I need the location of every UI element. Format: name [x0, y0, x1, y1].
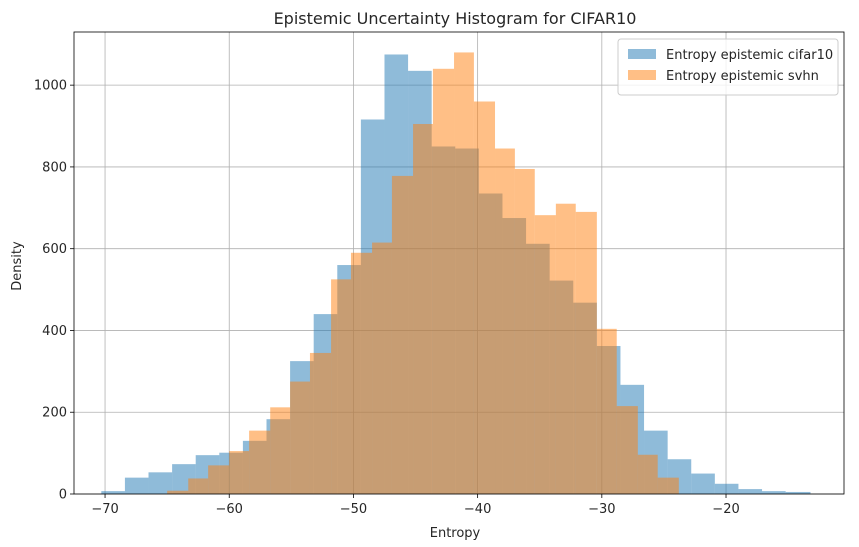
histogram-bar [637, 454, 658, 494]
chart-title: Epistemic Uncertainty Histogram for CIFA… [274, 9, 637, 28]
histogram-bar [534, 215, 556, 494]
x-tick-label: −70 [91, 502, 118, 517]
y-tick-label: 600 [42, 242, 67, 257]
y-tick-label: 400 [42, 324, 67, 339]
histogram-bar [473, 101, 496, 494]
histogram-bar [616, 406, 638, 494]
y-axis-label: Density [10, 241, 25, 291]
axes [70, 31, 845, 498]
x-tick-label: −50 [340, 502, 367, 517]
histogram-bars [101, 52, 811, 495]
histogram-bar [229, 451, 250, 494]
histogram-bar [101, 491, 125, 494]
legend-box [617, 38, 839, 96]
histogram-bar [691, 473, 715, 494]
histogram-bar [391, 175, 414, 494]
histogram-bar [148, 472, 173, 494]
histogram-bar [575, 211, 597, 494]
histogram-bar [454, 52, 474, 495]
histogram-bar [331, 279, 351, 494]
histogram-bar [270, 407, 291, 494]
legend-swatch [628, 49, 656, 59]
histogram-bar [495, 148, 515, 494]
legend-label: Entropy epistemic svhn [666, 69, 819, 84]
y-tick-label: 200 [42, 406, 67, 421]
histogram-bar [208, 465, 230, 494]
histogram-bar [555, 203, 576, 495]
histogram-bar [514, 168, 535, 494]
x-tick-label: −60 [216, 502, 243, 517]
histogram-bar [188, 478, 209, 494]
histogram-bar [290, 381, 310, 494]
histogram-bar [249, 430, 271, 494]
tick-labels: −70 −60 −50 −40 −30 −20 0 200 400 600 800 1000 [34, 79, 740, 517]
x-tick-label: −40 [464, 502, 491, 517]
histogram-bar [309, 352, 332, 494]
histogram-bar [167, 490, 189, 494]
x-tick-label: −20 [712, 502, 739, 517]
histogram-bar [762, 491, 786, 494]
legend: Entropy epistemic cifar10 Entropy epistem… [617, 38, 839, 96]
histogram-bar [596, 328, 617, 494]
histogram-bar [714, 483, 739, 494]
histogram-bar [350, 252, 373, 494]
x-tick-label: −30 [588, 502, 615, 517]
histogram-bar [372, 242, 392, 494]
x-axis-label: Entropy [430, 526, 481, 541]
y-tick-label: 800 [42, 160, 67, 175]
histogram-bar [785, 491, 811, 494]
plot-frame [73, 31, 845, 495]
histogram-bar [738, 489, 763, 494]
histogram-bar [413, 123, 433, 494]
legend-swatch [628, 70, 656, 80]
y-tick-label: 1000 [34, 79, 67, 94]
histogram-bar [432, 68, 455, 495]
legend-label: Entropy epistemic cifar10 [666, 48, 833, 63]
series-2-bars [167, 52, 679, 495]
y-tick-label: 0 [59, 488, 67, 503]
histogram-bar [124, 477, 149, 494]
histogram-bar [657, 477, 679, 494]
